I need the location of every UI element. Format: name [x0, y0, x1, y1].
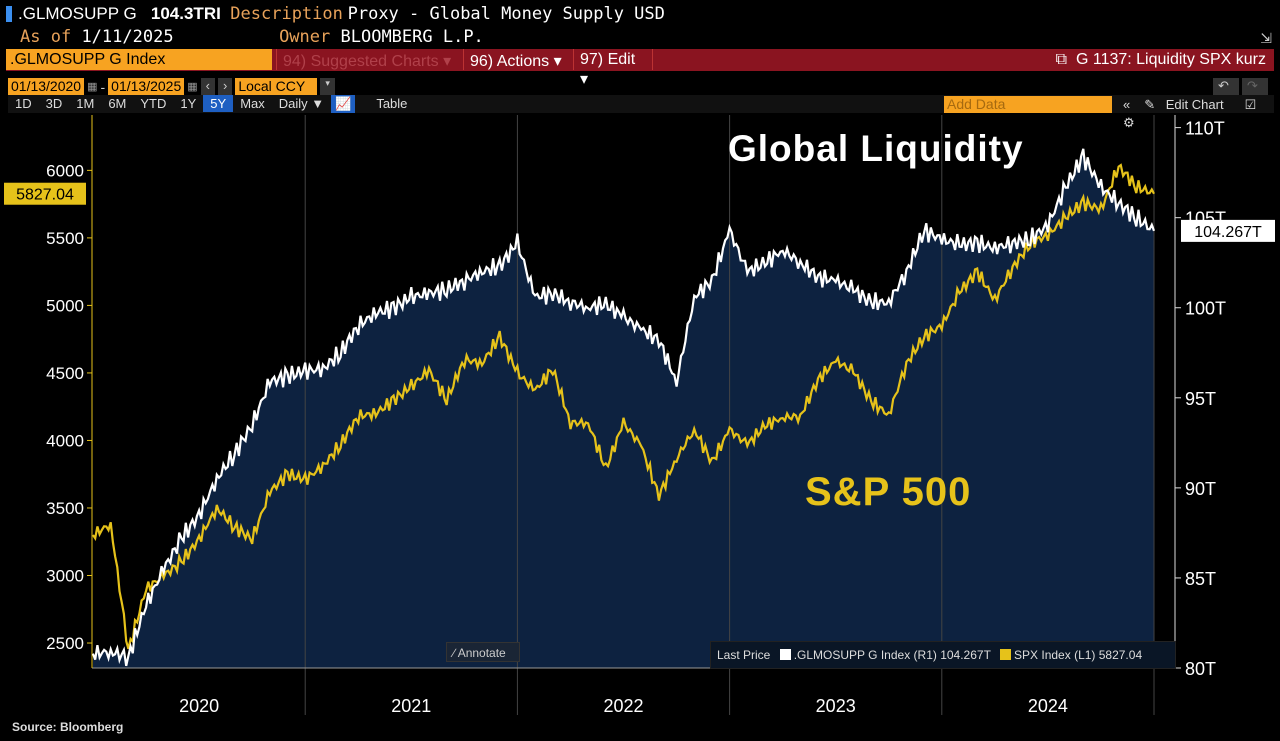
suggested-charts-menu[interactable]: 94) Suggested Charts ▾	[276, 49, 462, 70]
end-date-input[interactable]: 01/13/2025	[108, 78, 185, 95]
right-tick-label: 110T	[1185, 119, 1225, 139]
menu-bar	[6, 49, 1274, 71]
actions-menu[interactable]: 96) Actions ▾	[463, 49, 573, 70]
calendar-icon[interactable]: ▦	[87, 81, 98, 93]
x-tick-label: 2022	[603, 696, 643, 716]
legend-item-liquidity: .GLMOSUPP G Index (R1) 104.267T	[793, 648, 991, 662]
calendar-icon[interactable]: ▦	[187, 81, 198, 93]
range-1y[interactable]: 1Y	[180, 96, 197, 111]
range-5y[interactable]: 5Y	[203, 95, 234, 112]
owner: BLOOMBERG L.P.	[340, 27, 484, 47]
description: Proxy - Global Money Supply USD	[347, 4, 665, 24]
range-6m[interactable]: 6M	[108, 96, 127, 111]
left-tick-label: 5000	[46, 296, 84, 315]
spx-last-price-label: 5827.04	[16, 187, 74, 204]
suggested-label: 94) Suggested Charts	[283, 53, 439, 70]
chart-tools: « ✎ Edit Chart ☑ ⚙	[1116, 95, 1280, 130]
currency-select[interactable]: Local CCY	[235, 78, 318, 95]
ticker-value: 104.3TRI	[150, 4, 221, 23]
left-tick-label: 4500	[46, 364, 84, 383]
ticker-marker	[6, 6, 12, 22]
legend: Last Price .GLMOSUPP G Index (R1) 104.26…	[710, 641, 1176, 669]
right-tick-label: 85T	[1185, 569, 1216, 589]
legend-item-spx: SPX Index (L1) 5827.04	[1014, 648, 1143, 662]
spx-line	[92, 163, 1155, 650]
annotate-label: Annotate	[457, 646, 506, 660]
annotate-tool-icon[interactable]: ☑	[1244, 97, 1257, 112]
x-tick-label: 2023	[816, 696, 856, 716]
left-tick-label: 6000	[46, 161, 84, 180]
edit-label: 97) Edit	[580, 51, 636, 68]
ticker: .GLMOSUPP G	[18, 4, 137, 23]
x-tick-label: 2020	[179, 696, 219, 716]
left-tick-label: 2500	[46, 634, 84, 653]
edit-chart-button[interactable]: ✎ Edit Chart	[1137, 95, 1237, 114]
collapse-icon[interactable]: «	[1123, 97, 1131, 112]
range-1d[interactable]: 1D	[15, 96, 32, 111]
owner-label: Owner	[279, 27, 331, 47]
left-tick-label: 3000	[46, 566, 84, 585]
line-chart-icon[interactable]: 📈	[331, 95, 356, 113]
legend-swatch-spx	[1000, 649, 1012, 660]
next-button[interactable]: ›	[217, 78, 233, 95]
asof-date: 1/11/2025	[81, 27, 174, 47]
x-tick-label: 2021	[391, 696, 431, 716]
legend-prefix: Last Price	[717, 648, 771, 662]
range-ytd[interactable]: YTD	[140, 96, 167, 111]
legend-swatch-liquidity	[779, 649, 791, 660]
prev-button[interactable]: ‹	[200, 78, 215, 95]
right-tick-label: 95T	[1185, 389, 1216, 409]
asof-label: As of	[20, 27, 72, 47]
description-label: Description	[230, 4, 343, 24]
actions-label: 96) Actions	[470, 53, 550, 70]
header-row: .GLMOSUPP G 104.3TRI Description Proxy -…	[18, 4, 665, 24]
header-row-2: As of 1/11/2025 Owner BLOOMBERG L.P.	[20, 27, 484, 47]
date-controls: 01/13/2020 ▦ - 01/13/2025 ▦ ‹ › Local CCY ▾	[8, 78, 335, 95]
annotation-sp500: S&P 500	[805, 470, 972, 514]
external-link-icon: ⧉	[1055, 51, 1068, 68]
range-1m[interactable]: 1M	[76, 96, 95, 111]
date-separator: -	[100, 78, 106, 95]
expand-icon[interactable]: ⇲	[1260, 30, 1272, 46]
add-data-input[interactable]: Add Data	[944, 96, 1112, 113]
chart: 2020 2021 2022 2023 2024 2500 3000 3500 4000 4500…	[4, 115, 1275, 716]
x-tick-label: 2024	[1028, 696, 1068, 716]
left-tick-label: 5500	[46, 229, 84, 248]
liquidity-area-fill	[93, 148, 1155, 669]
range-3d[interactable]: 3D	[45, 96, 63, 111]
liquidity-line	[91, 148, 1156, 667]
liquidity-last-price-label: 104.267T	[1194, 224, 1262, 241]
spx-last-price-tag	[4, 182, 86, 205]
liquidity-last-price-tag	[1181, 219, 1275, 242]
annotate-button[interactable]: ∕ Annotate	[446, 642, 520, 662]
edit-chart-label: Edit Chart	[1165, 97, 1224, 112]
right-tick-label: 80T	[1185, 659, 1216, 679]
chart-name-link[interactable]: ⧉ G 1137: Liquidity SPX kurz	[1050, 49, 1272, 70]
security-input[interactable]: .GLMOSUPP G Index	[6, 49, 272, 70]
left-tick-label: 4000	[46, 431, 84, 450]
frequency-select[interactable]: Daily ▼	[278, 96, 325, 111]
right-tick-label: 90T	[1185, 479, 1216, 499]
gear-icon[interactable]: ⚙	[1123, 115, 1135, 130]
table-button[interactable]: Table	[376, 96, 408, 111]
annotation-global-liquidity: Global Liquidity	[728, 128, 1024, 169]
chevron-down-icon[interactable]: ▾	[320, 78, 335, 95]
redo-icon[interactable]: ↷	[1242, 78, 1268, 95]
undo-icon[interactable]: ↶	[1213, 78, 1239, 95]
right-tick-label: 100T	[1185, 299, 1226, 319]
range-max[interactable]: Max	[240, 96, 265, 111]
chart-name: G 1137: Liquidity SPX kurz	[1075, 51, 1266, 68]
source-note: Source: Bloomberg	[12, 720, 124, 734]
start-date-input[interactable]: 01/13/2020	[8, 78, 85, 95]
left-tick-label: 3500	[46, 499, 84, 518]
undo-redo: ↶ ↷	[1213, 78, 1268, 95]
edit-menu[interactable]: 97) Edit ▾	[573, 49, 653, 88]
